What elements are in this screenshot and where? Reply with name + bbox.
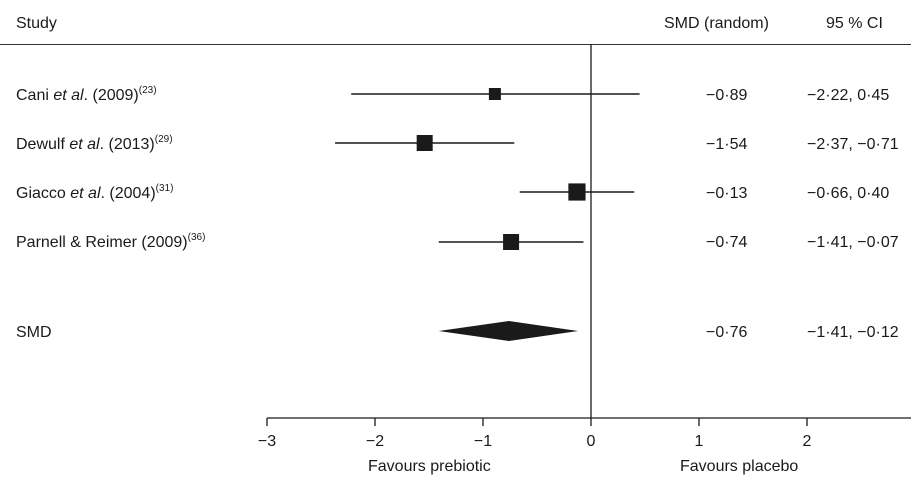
study-author: Parnell & Reimer (2009) [16, 234, 188, 251]
study-ref: (23) [138, 85, 157, 96]
effect-marker [416, 135, 433, 151]
effect-marker [568, 183, 586, 201]
summary-label: SMD [16, 324, 52, 341]
effect-marker [488, 88, 501, 100]
study-ref: (31) [155, 183, 174, 194]
summary-ci: −1·41, −0·12 [807, 324, 899, 341]
study-year: . (2013) [99, 136, 155, 153]
study-author: Giacco [16, 185, 71, 202]
x-tick-label: −3 [258, 433, 276, 450]
pooled-diamond [438, 321, 579, 341]
study-smd-1: −1·54 [706, 136, 748, 153]
column-header-smd: SMD (random) [664, 15, 769, 32]
x-tick-label: 2 [803, 433, 812, 450]
study-ci-3: −1·41, −0·07 [807, 234, 899, 251]
study-year: . (2009) [83, 87, 139, 104]
study-smd-2: −0·13 [706, 185, 748, 202]
study-year: . (2004) [100, 185, 156, 202]
header-divider [0, 44, 911, 45]
study-author: Dewulf [16, 136, 70, 153]
effect-marker [503, 234, 520, 250]
study-ref: (29) [154, 134, 173, 145]
study-label-1: Dewulf et al. (2013)(29) [16, 135, 173, 155]
study-etal: et al [69, 136, 100, 153]
study-label-0: Cani et al. (2009)(23) [16, 86, 157, 106]
study-etal: et al [53, 87, 84, 104]
study-smd-3: −0·74 [706, 234, 748, 251]
x-tick-label: −1 [474, 433, 492, 450]
study-smd-0: −0·89 [706, 87, 748, 104]
x-tick-label: −2 [366, 433, 384, 450]
column-header-ci: 95 % CI [826, 15, 883, 32]
study-ci-0: −2·22, 0·45 [807, 87, 890, 104]
x-tick-label: 0 [587, 433, 596, 450]
study-ci-2: −0·66, 0·40 [807, 185, 890, 202]
study-ci-1: −2·37, −0·71 [807, 136, 899, 153]
column-header-study: Study [16, 15, 57, 32]
study-etal: et al [70, 185, 101, 202]
summary-smd: −0·76 [706, 324, 748, 341]
study-label-3: Parnell & Reimer (2009)(36) [16, 233, 205, 253]
x-tick-label: 1 [695, 433, 704, 450]
axis-caption-right: Favours placebo [680, 458, 799, 475]
axis-caption-left: Favours prebiotic [368, 458, 491, 475]
study-label-2: Giacco et al. (2004)(31) [16, 184, 173, 204]
study-ref: (36) [187, 232, 206, 243]
study-author: Cani [16, 87, 54, 104]
